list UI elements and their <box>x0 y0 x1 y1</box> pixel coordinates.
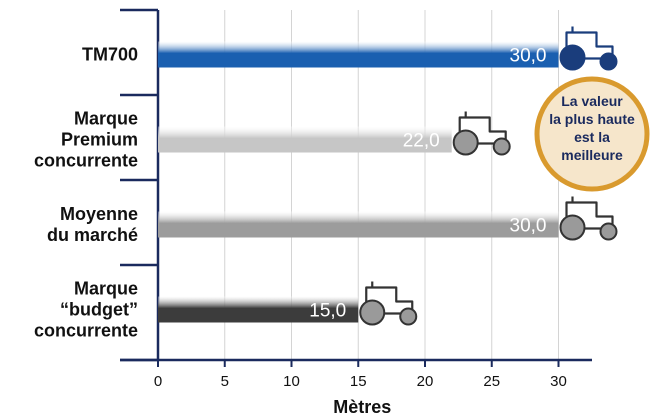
x-tick-label-0: 0 <box>154 373 162 390</box>
value-label-2: 30,0 <box>510 216 547 237</box>
category-label-1-1: Premium <box>61 130 138 150</box>
annotation-line-1: la plus haute <box>549 111 635 127</box>
x-axis-title: Mètres <box>333 397 391 416</box>
tractor-icon-1 <box>452 111 511 156</box>
bar-1 <box>158 126 452 153</box>
category-label-3-2: concurrente <box>34 321 138 341</box>
tractor-rear-wheel <box>452 129 479 156</box>
tractor-rear-wheel <box>559 44 586 71</box>
category-label-1-0: Marque <box>74 109 138 129</box>
x-tick-label-5: 5 <box>221 373 229 390</box>
x-tick-label-30: 30 <box>550 373 567 390</box>
annotation-line-3: meilleure <box>561 147 623 163</box>
bar-2 <box>158 211 559 238</box>
value-label-3: 15,0 <box>309 301 346 322</box>
tractor-icon-3 <box>359 281 418 326</box>
category-label-0-0: TM700 <box>82 45 138 65</box>
category-label-3-0: Marque <box>74 279 138 299</box>
annotation-line-0: La valeur <box>561 93 623 109</box>
value-label-1: 22,0 <box>403 131 440 152</box>
tractor-front-wheel <box>492 137 511 156</box>
category-label-3-1: “budget” <box>60 300 138 320</box>
annotation-line-2: est la <box>574 129 610 145</box>
x-tick-label-10: 10 <box>283 373 300 390</box>
bar-3 <box>158 296 359 323</box>
annotation-badge: La valeur la plus haute est la meilleure <box>534 76 650 192</box>
x-tick-label-20: 20 <box>417 373 434 390</box>
tractor-front-wheel <box>599 222 618 241</box>
tractor-icon-0 <box>559 26 618 71</box>
x-tick-label-25: 25 <box>483 373 500 390</box>
bar-0 <box>158 41 559 68</box>
tractor-icon-2 <box>559 196 618 241</box>
category-label-2-0: Moyenne <box>60 204 138 224</box>
tractor-front-wheel <box>399 307 418 326</box>
tractor-rear-wheel <box>359 299 386 326</box>
tractor-rear-wheel <box>559 214 586 241</box>
value-label-0: 30,0 <box>510 46 547 67</box>
x-tick-label-15: 15 <box>350 373 367 390</box>
tractor-front-wheel <box>599 52 618 71</box>
category-label-2-1: du marché <box>47 225 138 245</box>
category-label-1-2: concurrente <box>34 151 138 171</box>
badge-circle <box>534 76 650 192</box>
